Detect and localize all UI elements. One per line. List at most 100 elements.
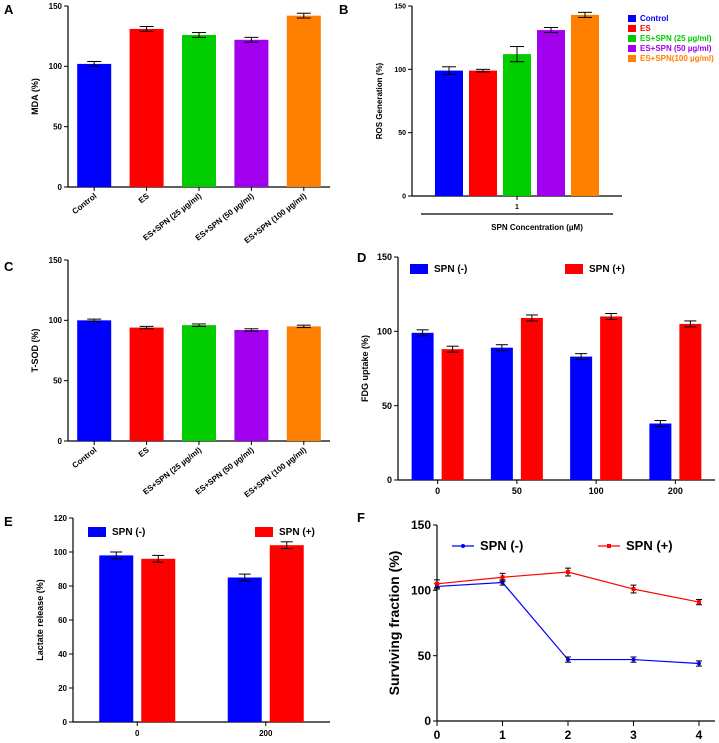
legend-label: ES+SPN (50 µg/ml) [640, 44, 712, 53]
y-tick-label: 50 [53, 122, 62, 131]
bar-1 [77, 320, 112, 441]
bar-SPN-100 [570, 356, 593, 480]
bar-SPN-50 [520, 317, 543, 480]
legend-swatch [565, 264, 583, 274]
bar-4 [234, 39, 269, 187]
y-tick-label: 100 [49, 62, 63, 71]
bar-4 [234, 329, 269, 441]
y-axis-label: T-SOD (%) [30, 328, 40, 372]
bar-2 [469, 70, 497, 196]
y-tick-label: 150 [394, 3, 406, 10]
legend-label: SPN (-) [434, 264, 467, 275]
panel-b-chart: 0 50 100 150 ROS Generation (%) 1 SPN Concentr… [375, 3, 714, 232]
y-tick-label: 100 [411, 584, 431, 598]
legend-label: ES+SPN (25 µg/ml) [640, 34, 712, 43]
y-tick-label: 50 [418, 649, 432, 663]
x-tick-label: 3 [630, 728, 637, 742]
y-tick-label: 0 [387, 475, 392, 485]
y-tick-label: 0 [424, 714, 431, 728]
legend-swatch [410, 264, 428, 274]
panel-letter-d: D [357, 250, 366, 265]
legend: SPN (-) SPN (+) [452, 538, 673, 553]
y-axis-label: Surviving fraction (%) [386, 551, 402, 696]
y-tick-label: 100 [49, 316, 63, 325]
x-tick-label: 200 [668, 486, 683, 496]
x-tick-label: 1 [499, 728, 506, 742]
x-tick-label: 200 [259, 729, 273, 738]
y-tick-label: 60 [58, 616, 67, 625]
legend-swatch [88, 527, 106, 537]
y-tick-label: 0 [58, 183, 63, 192]
x-tick-label: 4 [696, 728, 703, 742]
y-tick-label: 100 [54, 548, 68, 557]
bar-5 [286, 326, 321, 441]
legend-swatch [628, 15, 636, 22]
bar-1 [435, 70, 463, 196]
y-axis-label: FDG uptake (%) [360, 335, 370, 402]
bar-SPN-0 [441, 349, 464, 480]
bar-SPN-200 [679, 323, 702, 480]
x-tick-label: Control [70, 191, 98, 216]
panel-letter-e: E [4, 514, 13, 529]
y-tick-label: 50 [398, 130, 406, 137]
bar-5 [571, 14, 599, 196]
legend-label: SPN (+) [589, 264, 625, 275]
bar-SPN-200 [649, 423, 672, 480]
y-tick-label: 0 [402, 193, 406, 200]
y-tick-label: 120 [54, 514, 68, 523]
x-tick-label: ES [137, 191, 151, 205]
legend: SPN (-) SPN (+) [410, 264, 625, 275]
x-tick-label: 50 [512, 486, 522, 496]
y-tick-label: 40 [58, 650, 67, 659]
legend-marker [461, 544, 465, 548]
x-axis-label: SPN Concentration (µM) [491, 223, 583, 232]
data-point [566, 657, 570, 662]
data-point [631, 587, 636, 592]
y-tick-label: 80 [58, 582, 67, 591]
y-tick-label: 50 [382, 401, 392, 411]
x-tick-label: Control [70, 445, 98, 470]
data-point [435, 581, 439, 586]
bar-4 [537, 30, 565, 196]
panel-letters: A B C D E F [4, 2, 366, 529]
panel-letter-c: C [4, 259, 14, 274]
bar-3 [182, 34, 216, 188]
bar-SPN-0 [141, 558, 176, 722]
legend-swatch [628, 55, 636, 62]
x-tick-label: 0 [435, 486, 440, 496]
panel-f-chart: 0 50 100 150 Surviving fraction (%) 0 1 2 3 4 SPN … [386, 518, 715, 742]
bar-SPN-100 [600, 316, 623, 480]
y-tick-label: 150 [49, 256, 63, 265]
legend-swatch [628, 25, 636, 32]
series-line-2 [436, 571, 700, 603]
x-tick-label: 2 [565, 728, 572, 742]
bar-5 [286, 15, 321, 187]
bar-SPN-200 [269, 545, 304, 722]
y-axis-label: Lactate release (%) [35, 579, 45, 661]
legend-swatch [255, 527, 273, 537]
bar-3 [503, 54, 531, 197]
panel-letter-b: B [339, 2, 348, 17]
legend-label: SPN (+) [279, 527, 315, 538]
bar-SPN-200 [227, 577, 262, 722]
y-tick-label: 100 [377, 326, 392, 336]
bar-1 [77, 63, 112, 187]
y-tick-label: 150 [49, 2, 63, 11]
x-tick-label: ES [137, 445, 151, 459]
y-tick-label: 0 [63, 718, 68, 727]
legend-label: Control [640, 14, 668, 23]
bar-SPN-0 [411, 332, 434, 480]
data-point [566, 570, 570, 575]
x-tick-label: 100 [589, 486, 604, 496]
data-point [500, 575, 505, 580]
panel-letter-a: A [4, 2, 14, 17]
panel-e-chart: 0 20 40 60 80 100 120 Lactate release (%) 0 200 SP… [35, 514, 330, 738]
bar-3 [182, 325, 216, 441]
y-tick-label: 150 [411, 518, 431, 532]
y-tick-label: 150 [377, 252, 392, 262]
